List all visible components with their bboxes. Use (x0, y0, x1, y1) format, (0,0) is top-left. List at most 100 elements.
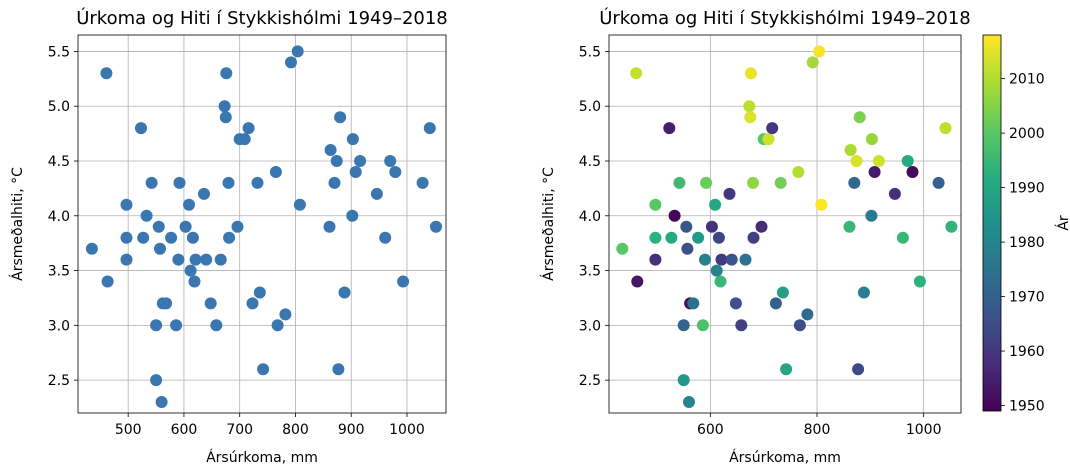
y-tick-label: 3.5 (48, 264, 70, 280)
scatter-point (152, 220, 165, 233)
scatter-point (743, 100, 756, 113)
scatter-point (271, 319, 284, 332)
y-tick-label: 3.5 (579, 264, 601, 280)
scatter-point (200, 253, 213, 266)
y-tick-label: 3.0 (579, 318, 601, 334)
x-tick-label: 700 (226, 422, 253, 438)
scatter-point (843, 220, 856, 233)
y-tick-label: 4.0 (48, 209, 70, 225)
scatter-point (844, 144, 857, 156)
colorbar-tick-label: 1960 (1009, 344, 1045, 360)
scatter-point (714, 275, 727, 288)
scatter-point (673, 176, 686, 189)
scatter-point (710, 264, 723, 277)
colorbar-label: Ár (1055, 215, 1070, 231)
scatter-point (769, 297, 782, 310)
scatter-point (220, 67, 233, 80)
scatter-point (293, 198, 306, 211)
colorbar-gradient (983, 35, 1001, 411)
scatter-point (214, 253, 227, 266)
scatter-point (709, 198, 722, 211)
y-axis-label: Ársmeðalhiti, °C (540, 167, 557, 281)
scatter-point (616, 242, 629, 255)
scatter-point (423, 122, 436, 135)
scatter-point (665, 231, 678, 244)
scatter-point (872, 155, 885, 167)
scatter-point (100, 67, 113, 80)
scatter-point (744, 67, 757, 80)
scatter-point (354, 155, 367, 167)
scatter-point (715, 253, 728, 266)
x-axis-label: Ársúrkoma, mm (729, 449, 841, 466)
scatter-point (246, 297, 259, 310)
scatter-point (332, 363, 345, 376)
scatter-point (850, 155, 863, 167)
scatter-point (120, 198, 133, 211)
scatter-point (222, 176, 235, 189)
right-scatter-panel: 600 800 1000 2.5 3.0 3.5 4.0 4.5 5.0 5.5 Úrkoma og… (540, 7, 971, 466)
scatter-point (370, 187, 383, 200)
left-scatter-panel: 500 600 700 800 900 1000 2.5 3.0 3.5 4.0 4.5 5.0 5.5… (9, 7, 448, 466)
x-tick-label: 1000 (906, 422, 942, 438)
scatter-point (649, 198, 662, 211)
scatter-point (135, 122, 147, 135)
scatter-point (780, 363, 793, 376)
scatter-point (792, 166, 805, 178)
scatter-point (186, 231, 199, 244)
scatter-point (269, 166, 282, 178)
scatter-point (323, 220, 336, 233)
scatter-point (739, 253, 752, 266)
scatter-point (680, 220, 693, 233)
scatter-point (346, 209, 359, 222)
scatter-point (173, 176, 186, 189)
scatter-point (853, 111, 866, 124)
colorbar-tick-label: 2010 (1009, 72, 1045, 88)
scatter-point (712, 231, 725, 244)
scatter-point (677, 319, 690, 332)
scatter-point (253, 286, 266, 299)
scatter-point (699, 253, 711, 266)
x-tick-label: 600 (171, 422, 198, 438)
scatter-point (663, 122, 676, 135)
y-axis-label: Ársmeðalhiti, °C (9, 167, 26, 281)
scatter-point (397, 275, 410, 288)
scatter-point (687, 297, 700, 310)
scatter-point (184, 264, 197, 277)
scatter-point (939, 122, 952, 135)
scatter-point (681, 242, 694, 255)
x-tick-label: 500 (115, 422, 142, 438)
scatter-point (101, 275, 114, 288)
scatter-point (913, 275, 926, 288)
scatter-point (172, 253, 185, 266)
scatter-point (379, 231, 392, 244)
scatter-point (338, 286, 351, 299)
scatter-point (865, 133, 878, 146)
scatter-point (901, 155, 914, 167)
scatter-point (705, 220, 718, 233)
scatter-point (154, 242, 166, 255)
scatter-point (183, 198, 195, 211)
y-tick-label: 4.5 (579, 154, 601, 170)
scatter-point (189, 253, 202, 266)
scatter-point (888, 187, 901, 200)
scatter-point (140, 209, 153, 222)
scatter-point (793, 319, 806, 332)
scatter-point (430, 220, 442, 233)
scatter-point (384, 155, 397, 167)
scatter-point (630, 67, 643, 80)
x-tick-label: 800 (804, 422, 831, 438)
scatter-point (160, 297, 173, 310)
scatter-point (649, 231, 662, 244)
scatter-point (231, 220, 244, 233)
scatter-point (120, 231, 133, 244)
y-tick-label: 5.5 (48, 44, 70, 60)
colorbar: 1950 1960 1970 1980 1990 2000 2010 Ár (982, 34, 1070, 415)
scatter-point (762, 133, 775, 146)
x-tick-label: 900 (338, 422, 365, 438)
scatter-point (218, 100, 231, 113)
y-tick-label: 2.5 (48, 373, 70, 389)
chart-title: Úrkoma og Hiti í Stykkishólmi 1949–2018 (599, 7, 971, 29)
colorbar-frame (982, 34, 1002, 412)
scatter-point (334, 111, 347, 124)
scatter-point (165, 231, 178, 244)
